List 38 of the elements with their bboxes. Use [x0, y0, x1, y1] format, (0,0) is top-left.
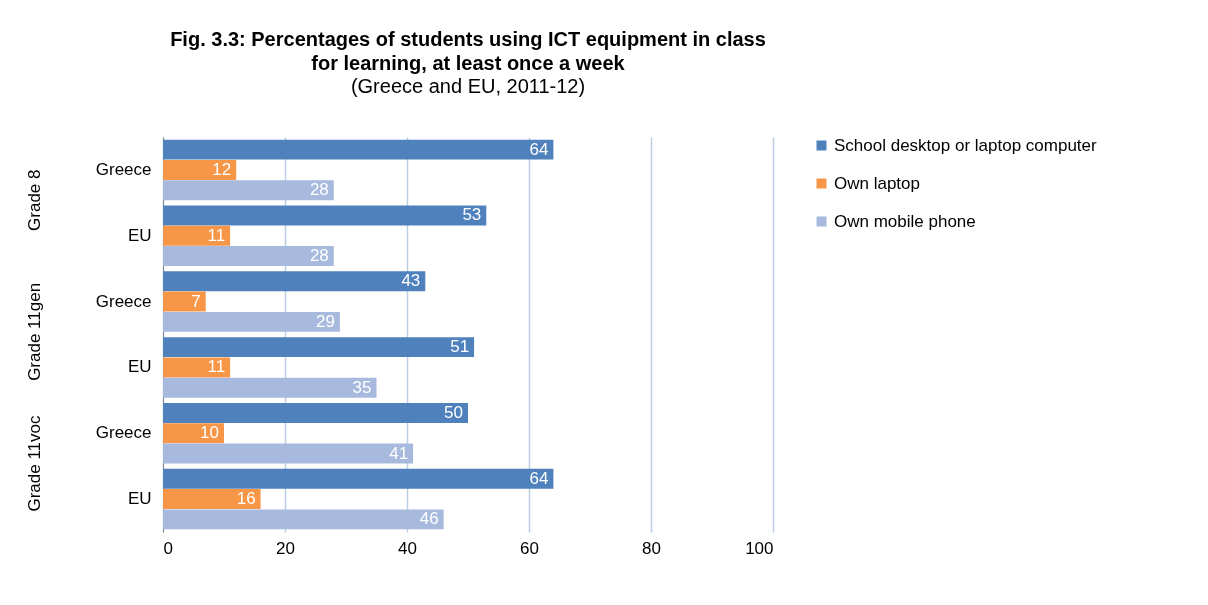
data-label: 64	[529, 468, 549, 488]
legend-label: Own laptop	[834, 173, 920, 193]
y-tick-label: EU	[127, 357, 152, 377]
x-tick-label: 0	[163, 538, 173, 558]
chart-subtitle: (Greece and EU, 2011-12)	[350, 75, 586, 97]
text: Grade 8	[25, 169, 44, 231]
chart-title: Fig. 3.3: Percentages of students using ICT equipment in class for learning, at least once a week	[170, 28, 766, 74]
data-label: 12	[212, 159, 232, 179]
text: Grade 11voc	[25, 415, 44, 512]
data-label: 16	[236, 489, 256, 509]
data-label: 51	[450, 337, 470, 357]
data-label: 7	[191, 291, 201, 311]
legend-label: Own mobile phone	[834, 211, 976, 231]
data-label: 29	[315, 311, 335, 331]
legend-label: School desktop or laptop computer	[834, 135, 1098, 155]
x-tick-label: 80	[642, 538, 661, 558]
data-label: 28	[309, 180, 329, 200]
data-label: 10	[200, 423, 219, 443]
x-tick-label: 60	[520, 538, 539, 558]
data-label: 11	[207, 357, 226, 377]
data-label: 46	[419, 509, 439, 529]
data-label: 41	[389, 443, 409, 463]
x-tick-label: 40	[398, 538, 417, 558]
data-label: 50	[444, 402, 463, 422]
y-tick-label: EU	[127, 225, 152, 245]
y-tick-label: EU	[127, 489, 152, 509]
x-tick-label: 100	[745, 538, 774, 558]
data-label: 43	[401, 271, 421, 291]
data-label: 53	[462, 205, 482, 225]
data-label: 28	[309, 246, 329, 266]
data-label: 64	[529, 139, 549, 159]
data-label: 11	[207, 225, 226, 245]
y-tick-label: Greece	[95, 159, 152, 179]
y-tick-label: Greece	[95, 423, 152, 443]
data-label: 35	[352, 377, 372, 397]
x-tick-label: 20	[276, 538, 295, 558]
y-tick-label: Greece	[95, 291, 152, 311]
text: Grade 11gen	[25, 282, 44, 381]
